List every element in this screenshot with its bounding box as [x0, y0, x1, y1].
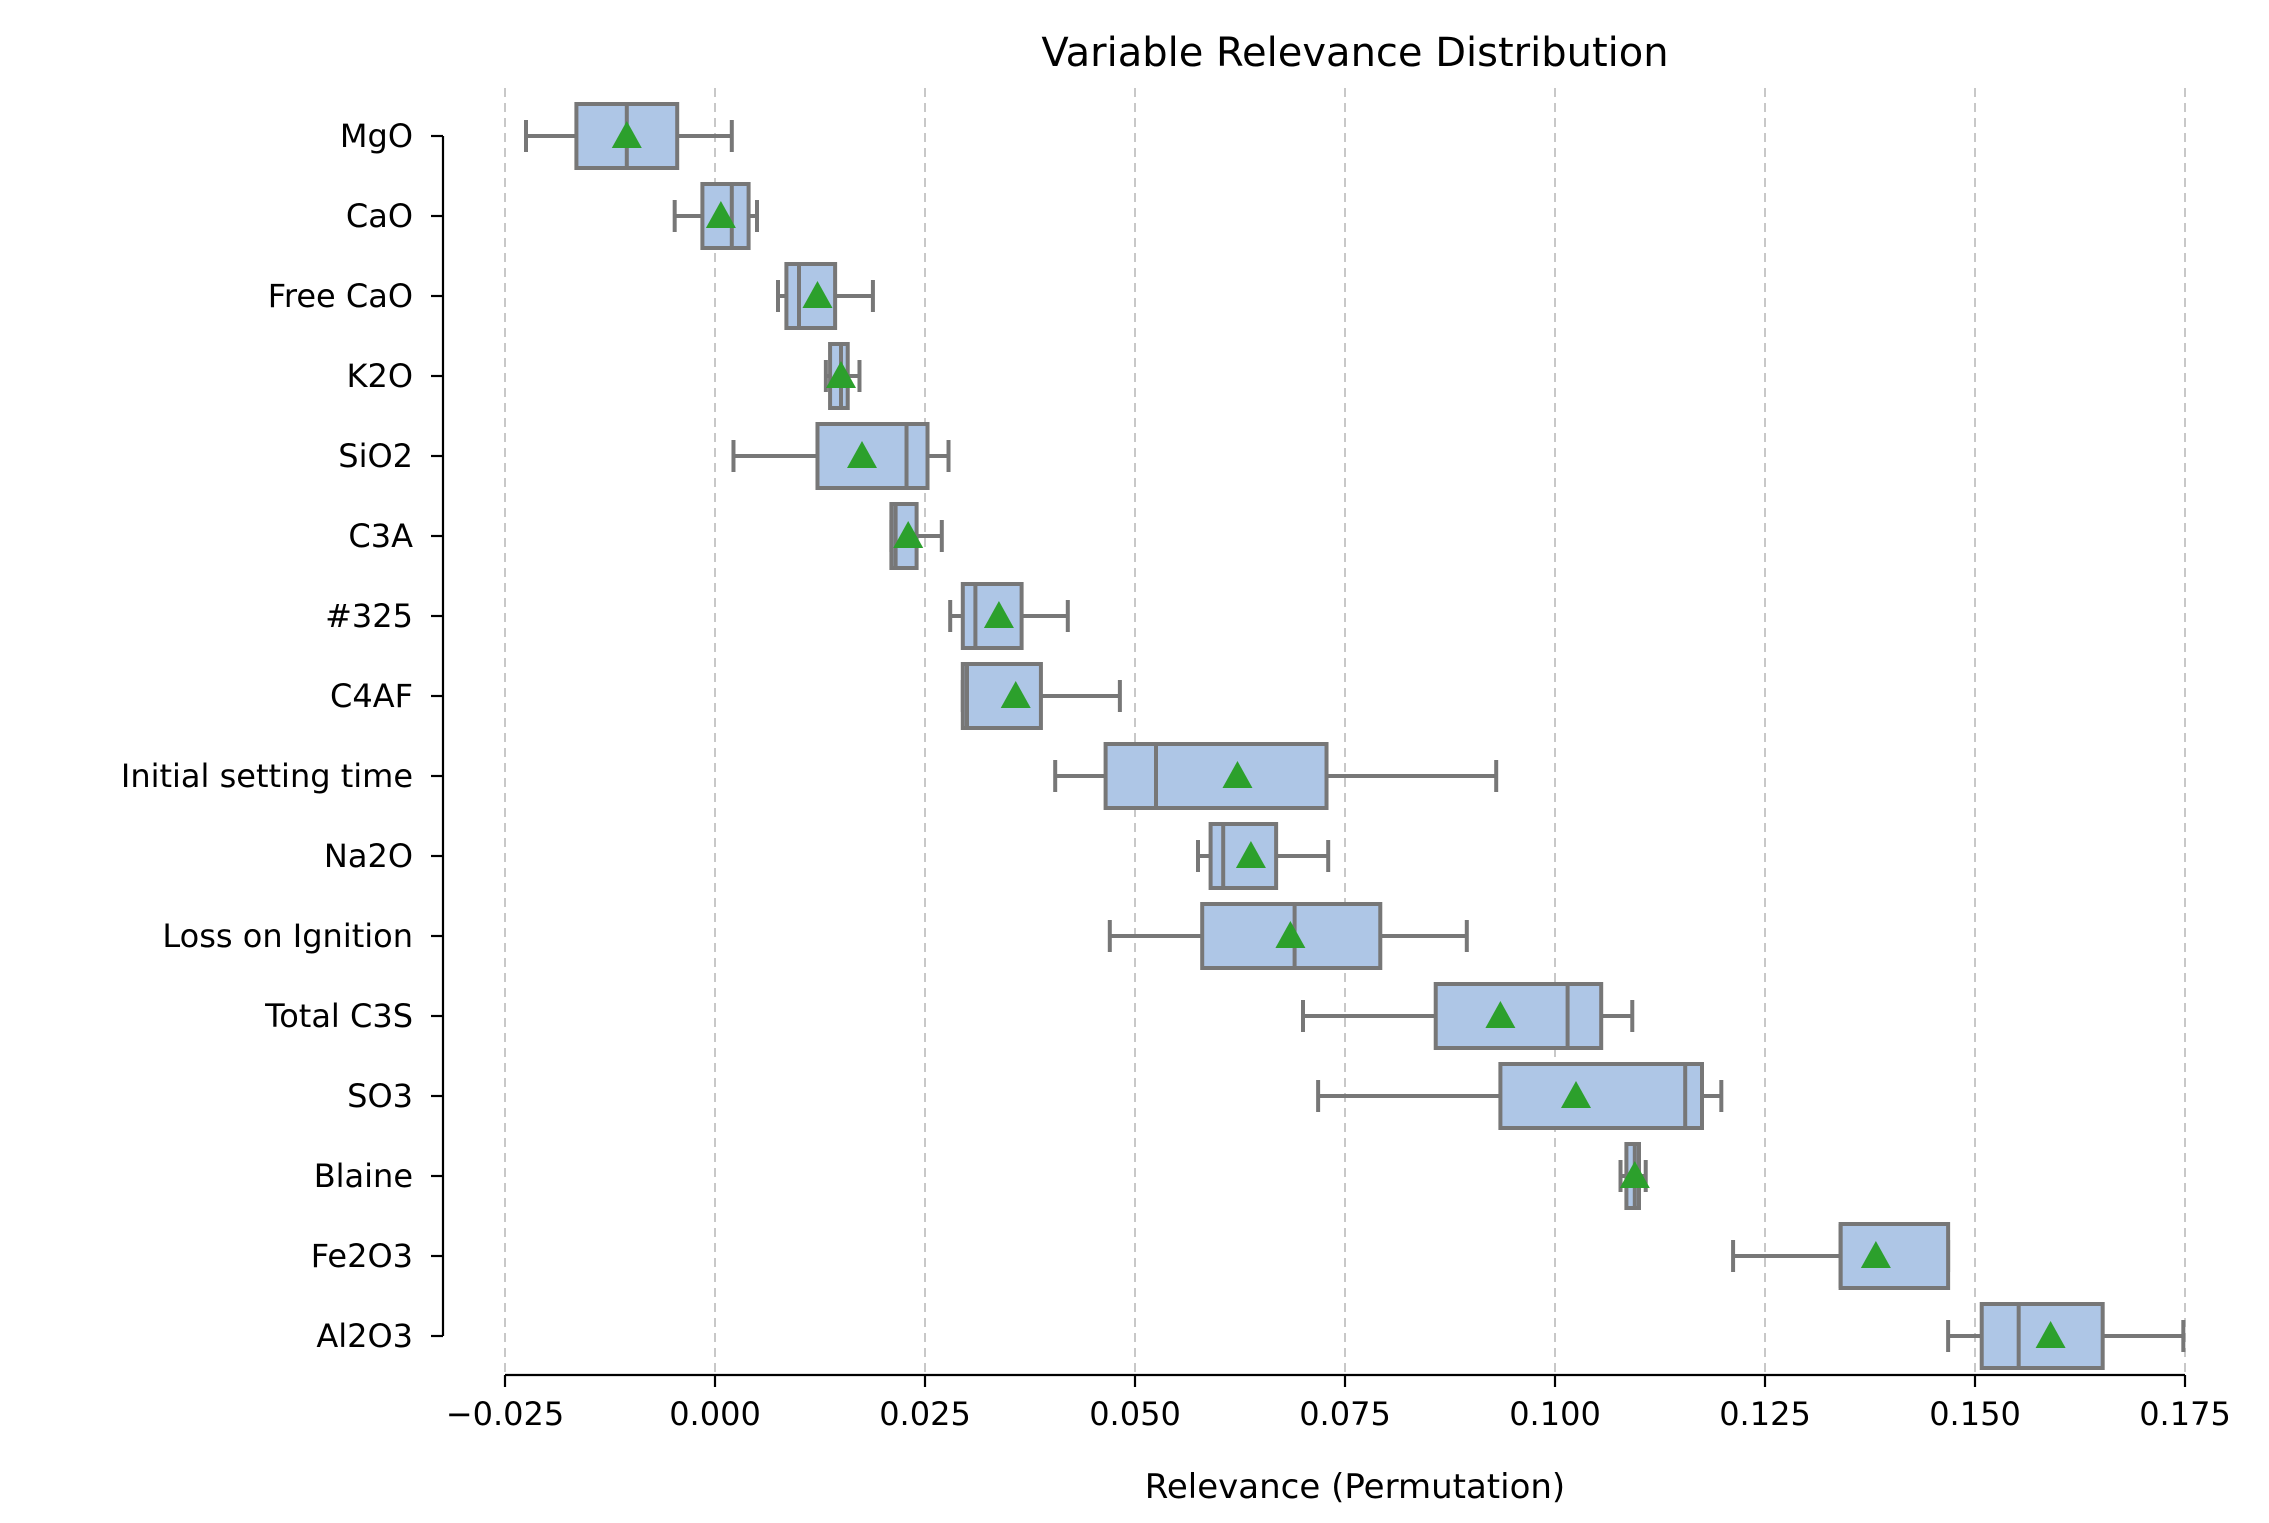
chart-title: Variable Relevance Distribution [1041, 30, 1668, 76]
box-al2o3 [1946, 1302, 2186, 1370]
iqr-box [1433, 982, 1604, 1050]
x-tick-label: 0.000 [669, 1395, 761, 1433]
mean-marker [1222, 761, 1253, 788]
x-tick-label: 0.150 [1929, 1395, 2021, 1433]
x-axis-label: Relevance (Permutation) [1145, 1467, 1565, 1507]
mean-marker [611, 121, 642, 148]
box-na2o [1196, 822, 1331, 890]
mean-marker [826, 361, 856, 388]
mean-marker [1485, 1001, 1516, 1028]
x-tick-label: 0.175 [2139, 1395, 2231, 1433]
y-tick-label: C4AF [330, 677, 413, 715]
iqr-box [960, 662, 1043, 730]
box--325 [948, 582, 1070, 650]
y-tick-label: SiO2 [338, 437, 413, 475]
mean-marker [2035, 1321, 2066, 1348]
mean-marker [847, 441, 877, 468]
x-axis-ticks: −0.025 0.000 0.025 0.050 0.075 0.100 0.125 0.15… [446, 1375, 2231, 1433]
box-cao [672, 182, 759, 250]
mean-marker [1860, 1241, 1891, 1268]
y-tick-label: Free CaO [268, 277, 413, 315]
y-tick-label: Loss on Ignition [162, 917, 413, 955]
x-tick-label: −0.025 [446, 1395, 564, 1433]
box-fe2o3 [1731, 1222, 1951, 1290]
x-tick-label: 0.025 [879, 1395, 971, 1433]
box-free-cao [776, 262, 875, 330]
boxes [524, 102, 2186, 1370]
iqr-box [1979, 1302, 2105, 1370]
mean-marker [983, 601, 1014, 628]
iqr-box [815, 422, 930, 490]
y-tick-label: Na2O [324, 837, 413, 875]
grid-lines [504, 88, 2186, 1375]
y-tick-label: Fe2O3 [311, 1237, 413, 1275]
box-total-c3s [1301, 982, 1635, 1050]
y-axis-ticks: MgO CaO Free CaO K2O SiO2 C3A #325 C4AF Initial … [121, 117, 443, 1355]
mean-marker [802, 281, 833, 308]
y-tick-label: Al2O3 [316, 1317, 413, 1355]
iqr-box [1498, 1062, 1705, 1130]
mean-marker [1000, 681, 1031, 708]
iqr-box [1103, 742, 1329, 810]
box-loss-on-ignition [1107, 902, 1469, 970]
y-tick-label: K2O [346, 357, 413, 395]
mean-marker [1619, 1161, 1650, 1188]
y-tick-label: SO3 [347, 1077, 413, 1115]
y-tick-label: Initial setting time [121, 757, 413, 795]
mean-marker [893, 521, 924, 548]
x-tick-label: 0.125 [1719, 1395, 1811, 1433]
y-tick-label: C3A [348, 517, 413, 555]
x-tick-label: 0.075 [1299, 1395, 1391, 1433]
box-mgo [524, 102, 734, 170]
y-tick-label: Blaine [314, 1157, 413, 1195]
y-tick-label: CaO [346, 197, 413, 235]
box-c3a [889, 502, 944, 570]
x-tick-label: 0.100 [1509, 1395, 1601, 1433]
box-k2o [823, 342, 862, 410]
mean-marker [1275, 921, 1306, 948]
mean-marker [1235, 841, 1266, 868]
mean-marker [705, 201, 736, 228]
box-so3 [1316, 1062, 1724, 1130]
y-tick-label: MgO [340, 117, 413, 155]
y-tick-label: #325 [325, 597, 413, 635]
mean-marker [1561, 1081, 1591, 1108]
box-sio2 [731, 422, 951, 490]
box-blaine [1618, 1142, 1650, 1210]
x-tick-label: 0.050 [1089, 1395, 1181, 1433]
box-initial-setting-time [1053, 742, 1499, 810]
y-tick-label: Total C3S [264, 997, 413, 1035]
box-c4af [960, 662, 1122, 730]
iqr-box [1838, 1222, 1951, 1290]
